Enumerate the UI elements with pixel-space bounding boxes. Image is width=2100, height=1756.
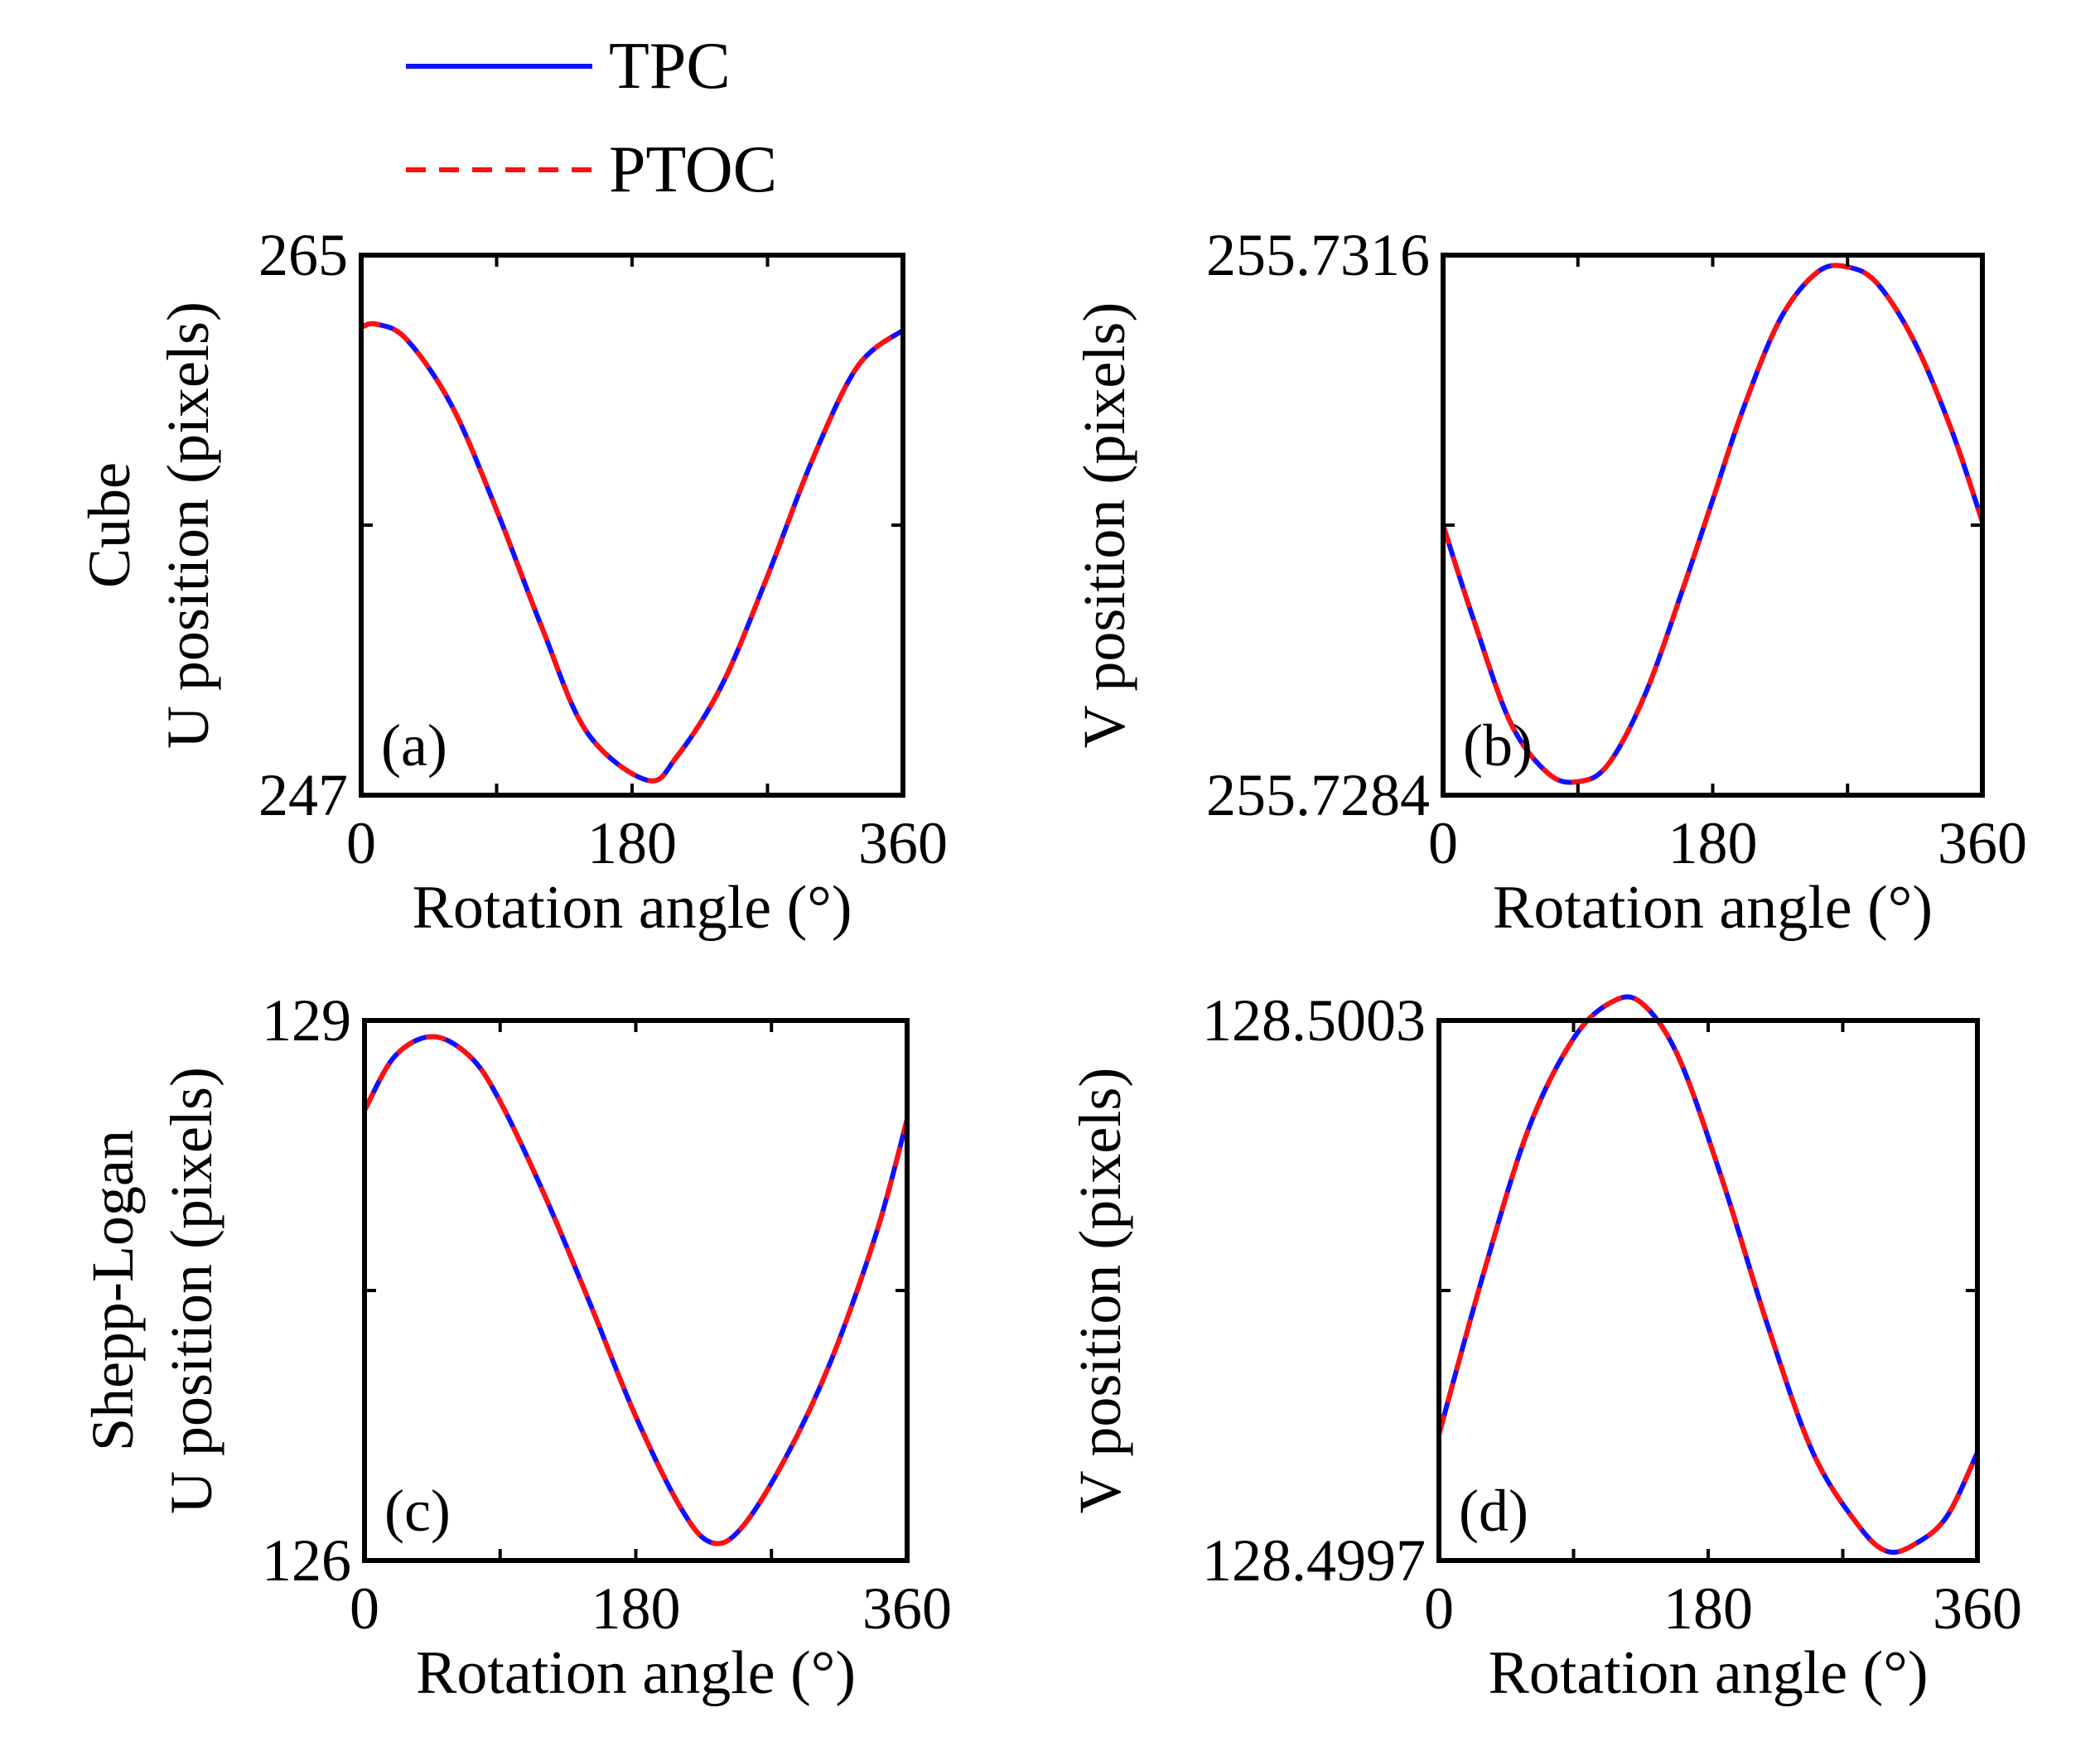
x-axis-label: Rotation angle (°) (1488, 1639, 1928, 1707)
y-max-label: 128.5003 (1202, 987, 1426, 1054)
series-line-tpc (1436, 994, 1980, 1556)
row-label: Shepp-Logan (80, 1130, 146, 1451)
x-tick-label: 0 (350, 1575, 379, 1642)
legend-label-tpc: TPC (609, 30, 731, 103)
y-axis-label: U position (pixels) (158, 1067, 224, 1514)
subplot-d: 0 180 360 128.5003 128.4997 Rotation angle (°… (1067, 987, 2022, 1707)
subplot-c: 0 180 360 129 126 Rotation angle (°) U positio… (80, 987, 952, 1707)
x-axis-label: Rotation angle (°) (1493, 874, 1933, 942)
y-min-label: 247 (258, 762, 348, 828)
x-tick-label: 360 (858, 810, 948, 876)
x-tick-label: 180 (587, 810, 677, 876)
panel-label: (c) (384, 1478, 451, 1544)
series-line-tpc (362, 1034, 910, 1546)
subplot-b: 0 180 360 255.7316 255.7284 Rotation angle (°… (1071, 222, 2027, 942)
y-axis-label: V position (pixels) (1067, 1068, 1133, 1514)
x-tick-label: 180 (1668, 810, 1758, 876)
series-line-ptoc (362, 1034, 910, 1546)
x-tick-label: 0 (1424, 1575, 1454, 1642)
x-tick-label: 360 (1933, 1575, 2022, 1642)
series-line-ptoc (360, 321, 905, 784)
panel-label: (a) (381, 712, 447, 779)
legend-label-ptoc: PTOC (609, 133, 777, 206)
y-axis-label: U position (pixels) (155, 302, 221, 749)
y-min-label: 128.4997 (1202, 1527, 1426, 1594)
series-line-ptoc (1436, 994, 1980, 1556)
row-label: Cube (76, 462, 142, 588)
y-max-label: 265 (258, 222, 348, 288)
subplot-a: 0 180 360 265 247 Rotation angle (°) U positio… (76, 222, 948, 942)
x-tick-label: 0 (346, 810, 376, 876)
x-tick-label: 360 (1938, 810, 2027, 876)
y-axis-label: V position (pixels) (1071, 302, 1137, 749)
y-min-label: 126 (262, 1527, 351, 1594)
y-max-label: 129 (262, 987, 351, 1054)
legend: TPC PTOC (406, 30, 777, 206)
panel-label: (b) (1463, 712, 1533, 779)
x-axis-label: Rotation angle (°) (416, 1639, 856, 1707)
x-tick-label: 0 (1428, 810, 1458, 876)
series-line-ptoc (1441, 263, 1985, 785)
x-tick-label: 180 (1663, 1575, 1753, 1642)
x-tick-label: 360 (862, 1575, 952, 1642)
y-min-label: 255.7284 (1206, 762, 1430, 828)
x-axis-label: Rotation angle (°) (412, 874, 852, 942)
y-max-label: 255.7316 (1206, 222, 1430, 288)
plots: 0 180 360 265 247 Rotation angle (°) U positio… (76, 222, 2027, 1707)
x-tick-label: 180 (591, 1575, 681, 1642)
panel-label: (d) (1459, 1478, 1528, 1544)
series-line-tpc (1441, 263, 1985, 785)
